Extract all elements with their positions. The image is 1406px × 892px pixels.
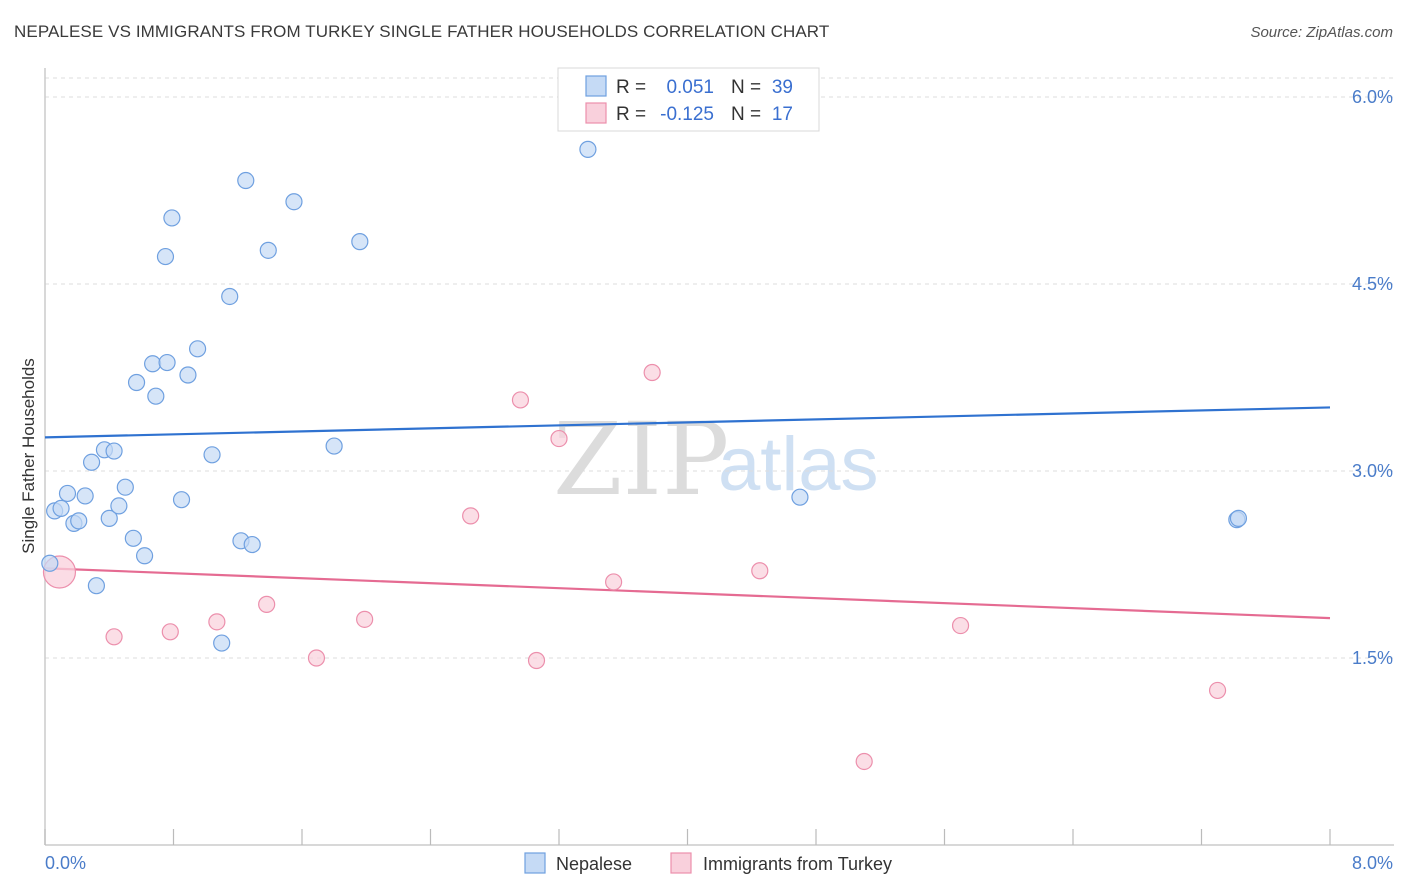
data-point-nepalese: [76, 487, 94, 505]
x-tick-label-min: 0.0%: [45, 853, 86, 873]
trend-line-nepalese: [44, 406, 1331, 439]
data-point-nepalese: [203, 446, 221, 464]
data-point-nepalese: [124, 529, 142, 547]
data-point-nepalese: [285, 193, 303, 211]
data-point-turkey: [643, 363, 661, 382]
data-point-turkey: [527, 651, 546, 670]
trend-line-turkey: [44, 567, 1331, 620]
watermark: ZIP atlas: [553, 401, 879, 518]
stats-n-label-nepalese: N =: [731, 77, 761, 98]
data-point-nepalese: [156, 247, 175, 266]
data-point-nepalese: [82, 453, 101, 471]
data-point-nepalese: [188, 340, 207, 358]
legend-swatch-turkey: [670, 852, 692, 874]
stats-r-value-turkey: -0.125: [660, 104, 714, 125]
stats-box: R = 0.051 N = 39 R = -0.125 N = 17: [557, 67, 820, 132]
data-point-nepalese: [163, 209, 181, 227]
data-point-nepalese: [127, 373, 146, 392]
data-point-nepalese: [1229, 509, 1248, 527]
x-axis-ticks: [44, 829, 1331, 845]
data-point-nepalese: [144, 355, 162, 373]
data-point-nepalese: [41, 554, 59, 572]
watermark-zip: ZIP: [553, 401, 729, 518]
data-point-nepalese: [105, 442, 123, 460]
stats-n-value-turkey: 17: [772, 104, 793, 125]
data-point-turkey: [356, 610, 374, 628]
source-attribution: Source: ZipAtlas.com: [1250, 24, 1393, 41]
legend: Nepalese Immigrants from Turkey: [524, 852, 892, 874]
data-point-turkey: [605, 573, 623, 591]
stats-n-value-nepalese: 39: [772, 77, 793, 98]
data-point-nepalese: [243, 535, 261, 554]
data-point-nepalese: [70, 512, 88, 530]
data-point-nepalese: [100, 509, 118, 527]
data-point-turkey: [307, 649, 326, 667]
data-point-nepalese: [325, 437, 343, 455]
stats-r-label-turkey: R =: [616, 104, 646, 125]
stats-n-label-turkey: N =: [731, 104, 761, 125]
y-tick-label: 1.5%: [1352, 648, 1393, 668]
data-point-nepalese: [147, 387, 165, 405]
data-point-nepalese: [791, 488, 809, 506]
data-point-turkey: [105, 628, 123, 646]
stats-swatch-nepalese: [585, 75, 607, 97]
series-turkey-points: [42, 363, 1227, 771]
y-axis-tick-labels: 1.5% 3.0% 4.5% 6.0%: [1352, 87, 1393, 668]
series-nepalese-points: [41, 140, 1248, 652]
data-point-nepalese: [172, 491, 191, 509]
data-point-nepalese: [259, 241, 277, 259]
data-point-nepalese: [179, 366, 197, 384]
y-tick-label: 6.0%: [1352, 87, 1393, 107]
data-point-nepalese: [221, 287, 239, 306]
data-point-nepalese: [351, 233, 369, 251]
data-point-turkey: [258, 595, 276, 613]
data-point-nepalese: [158, 353, 176, 372]
stats-r-label-nepalese: R =: [616, 77, 646, 98]
data-point-nepalese: [213, 634, 231, 652]
y-axis-label: Single Father Households: [19, 358, 38, 554]
y-tick-label: 3.0%: [1352, 461, 1393, 481]
data-point-turkey: [951, 616, 970, 635]
data-point-nepalese: [87, 577, 106, 595]
legend-label-nepalese: Nepalese: [556, 854, 632, 874]
data-point-turkey: [751, 562, 769, 580]
data-point-turkey: [208, 613, 226, 631]
data-point-nepalese: [110, 497, 128, 515]
data-point-turkey: [462, 507, 480, 525]
data-point-turkey: [855, 752, 873, 771]
data-point-nepalese: [135, 547, 154, 565]
data-point-nepalese: [52, 499, 70, 517]
data-point-turkey: [550, 429, 568, 448]
stats-swatch-turkey: [585, 102, 607, 124]
stats-r-value-nepalese: 0.051: [666, 77, 714, 98]
data-point-nepalese: [579, 140, 597, 158]
data-point-turkey: [161, 623, 179, 641]
data-point-nepalese: [116, 478, 134, 496]
gridlines: [45, 77, 1394, 659]
y-tick-label: 4.5%: [1352, 274, 1393, 294]
legend-swatch-nepalese: [524, 852, 546, 874]
data-point-turkey: [1208, 681, 1227, 700]
x-tick-label-max: 8.0%: [1352, 853, 1393, 873]
legend-label-turkey: Immigrants from Turkey: [703, 854, 892, 874]
data-point-nepalese: [237, 171, 255, 190]
chart-title: NEPALESE VS IMMIGRANTS FROM TURKEY SINGL…: [14, 22, 830, 41]
data-point-nepalese: [58, 484, 77, 503]
data-point-turkey: [511, 391, 530, 409]
